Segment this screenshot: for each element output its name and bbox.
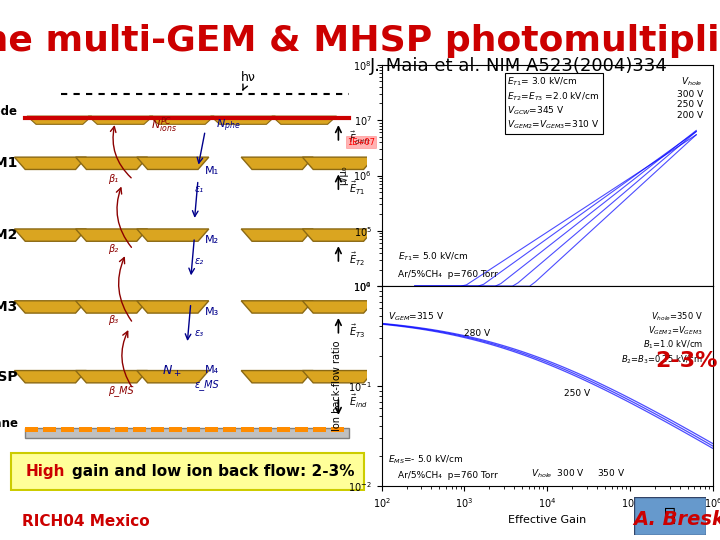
Text: M₃: M₃ (205, 307, 220, 317)
FancyBboxPatch shape (25, 427, 37, 432)
Text: $V_{hole}$=350 V
$V_{GEM2}$=$V_{GEM3}$
$B_1$=1.0 kV/cm
$B_2$=$B_3$=0.25 kV/cm: $V_{hole}$=350 V $V_{GEM2}$=$V_{GEM3}$ $… (621, 310, 703, 366)
Polygon shape (302, 301, 374, 313)
Polygon shape (76, 229, 148, 241)
FancyBboxPatch shape (115, 427, 128, 432)
Polygon shape (14, 229, 86, 241)
Text: $E_{T1}$= 3.0 kV/cm
$E_{T2}$=$E_{T3}$ =2.0 kV/cm
$V_{GCW}$=345 V
$V_{GEM2}$=$V_{: $E_{T1}$= 3.0 kV/cm $E_{T2}$=$E_{T3}$ =2… (508, 76, 600, 131)
Polygon shape (241, 229, 313, 241)
Text: $V_{hole}$  300 V     350 V: $V_{hole}$ 300 V 350 V (531, 467, 625, 480)
Text: M₁: M₁ (205, 166, 220, 176)
Text: GEM3: GEM3 (0, 300, 18, 314)
Polygon shape (14, 370, 86, 383)
Text: Cathode-Plane: Cathode-Plane (0, 417, 18, 430)
Polygon shape (76, 370, 148, 383)
FancyBboxPatch shape (634, 497, 706, 535)
Text: J. Maia et al. NIM A523(2004)334: J. Maia et al. NIM A523(2004)334 (369, 57, 667, 75)
Text: Ar/5%CH₄  p=760 Torr: Ar/5%CH₄ p=760 Torr (398, 271, 498, 279)
FancyBboxPatch shape (277, 427, 289, 432)
Text: $V_{GEM}$=315 V: $V_{GEM}$=315 V (388, 310, 444, 323)
Polygon shape (14, 157, 86, 170)
Polygon shape (241, 157, 313, 170)
FancyBboxPatch shape (259, 427, 271, 432)
Text: β₁: β₁ (108, 174, 118, 184)
FancyBboxPatch shape (313, 427, 325, 432)
Text: M₂: M₂ (205, 235, 220, 245)
Text: MHSP: MHSP (0, 370, 18, 384)
FancyBboxPatch shape (43, 427, 56, 432)
Text: ε_MS: ε_MS (194, 379, 219, 390)
FancyBboxPatch shape (97, 427, 110, 432)
Polygon shape (302, 157, 374, 170)
Text: $N_+$: $N_+$ (162, 363, 181, 379)
Polygon shape (210, 116, 275, 124)
FancyBboxPatch shape (11, 454, 364, 490)
FancyBboxPatch shape (223, 427, 236, 432)
Text: $\vec{E}_{T2}$: $\vec{E}_{T2}$ (349, 251, 365, 268)
Polygon shape (27, 116, 92, 124)
X-axis label: Effective Gain: Effective Gain (508, 515, 586, 525)
Text: $\vec{E}_{T3}$: $\vec{E}_{T3}$ (349, 323, 366, 340)
Polygon shape (76, 157, 148, 170)
Text: Photocathode: Photocathode (0, 105, 18, 118)
Text: hν: hν (241, 71, 256, 90)
Text: 1E+07: 1E+07 (347, 138, 375, 147)
Polygon shape (271, 116, 337, 124)
Text: 2-3%: 2-3% (655, 351, 718, 371)
FancyBboxPatch shape (151, 427, 163, 432)
Polygon shape (137, 370, 209, 383)
Text: 280 V: 280 V (464, 329, 490, 338)
FancyBboxPatch shape (241, 427, 253, 432)
FancyBboxPatch shape (295, 427, 307, 432)
Text: $\vec{E}_{T1}$: $\vec{E}_{T1}$ (349, 179, 365, 197)
Text: GEM1: GEM1 (0, 156, 18, 170)
Text: High: High (25, 464, 65, 478)
FancyBboxPatch shape (25, 428, 349, 438)
Y-axis label: Ion back-flow ratio: Ion back-flow ratio (333, 341, 343, 431)
Polygon shape (137, 157, 209, 170)
Polygon shape (241, 301, 313, 313)
Text: $\vec{F}_{drift}$: $\vec{F}_{drift}$ (349, 130, 372, 147)
Polygon shape (241, 370, 313, 383)
Polygon shape (89, 116, 153, 124)
Polygon shape (150, 116, 215, 124)
Text: $E_{MS}$=- 5.0 kV/cm: $E_{MS}$=- 5.0 kV/cm (388, 453, 464, 465)
Polygon shape (137, 301, 209, 313)
Polygon shape (137, 229, 209, 241)
Text: $V_{hole}$
300 V
250 V
200 V: $V_{hole}$ 300 V 250 V 200 V (677, 76, 703, 119)
X-axis label: $V_{SC}$ [V]: $V_{SC}$ [V] (528, 312, 567, 325)
Text: ε₁: ε₁ (194, 184, 204, 194)
Text: $N^{PC}_{ions}$: $N^{PC}_{ions}$ (151, 115, 177, 135)
Text: Ar/5%CH₄  p=760 Torr: Ar/5%CH₄ p=760 Torr (398, 471, 498, 480)
Text: β₂: β₂ (108, 244, 118, 254)
Text: GEM2: GEM2 (0, 228, 18, 242)
FancyBboxPatch shape (187, 427, 199, 432)
Text: The multi-GEM & MHSP photomultiplier: The multi-GEM & MHSP photomultiplier (0, 24, 720, 58)
FancyBboxPatch shape (133, 427, 145, 432)
Text: A. Breskin: A. Breskin (634, 510, 720, 529)
Text: gain and low ion back flow: 2-3%: gain and low ion back flow: 2-3% (72, 464, 354, 478)
Polygon shape (76, 301, 148, 313)
Text: β₃: β₃ (108, 315, 118, 326)
Text: 250 V: 250 V (564, 389, 590, 398)
FancyBboxPatch shape (205, 427, 217, 432)
FancyBboxPatch shape (61, 427, 74, 432)
Text: $N_{phe}$: $N_{phe}$ (216, 118, 240, 134)
Text: RICH04 Mexico: RICH04 Mexico (22, 514, 149, 529)
FancyBboxPatch shape (169, 427, 181, 432)
Text: 🔬: 🔬 (664, 506, 675, 525)
Polygon shape (302, 229, 374, 241)
FancyBboxPatch shape (331, 427, 344, 432)
Text: ε₂: ε₂ (194, 256, 204, 266)
Y-axis label: μ/μ₀: μ/μ₀ (338, 166, 348, 185)
FancyBboxPatch shape (79, 427, 92, 432)
Text: $E_{T1}$= 5.0 kV/cm: $E_{T1}$= 5.0 kV/cm (398, 251, 469, 263)
Polygon shape (14, 301, 86, 313)
Text: ε₃: ε₃ (194, 328, 204, 338)
Text: β_MS: β_MS (108, 385, 134, 396)
Text: M₄: M₄ (205, 364, 220, 375)
Text: $\vec{E}_{ind}$: $\vec{E}_{ind}$ (349, 393, 368, 410)
Polygon shape (302, 370, 374, 383)
